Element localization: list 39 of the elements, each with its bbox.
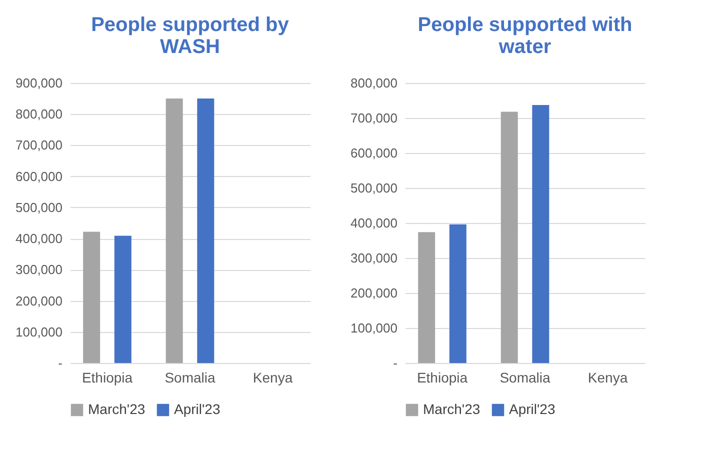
chart-title: People supported with water [418, 14, 632, 58]
y-tick-label: - [58, 356, 62, 370]
y-tick-label: 300,000 [350, 250, 398, 266]
y-tick-label: 500,000 [16, 200, 62, 215]
y-tick-label: - [393, 356, 398, 370]
y-tick-label: 500,000 [350, 180, 398, 196]
legend-label: April'23 [509, 401, 556, 417]
x-tick-label: Somalia [164, 370, 216, 386]
legend-label: April'23 [174, 401, 220, 417]
x-tick-label: Somalia [500, 370, 550, 386]
y-tick-label: 800,000 [16, 106, 62, 122]
legend-label: March'23 [423, 401, 480, 417]
y-tick-label: 800,000 [350, 76, 398, 90]
bar [114, 236, 132, 363]
y-tick-label: 700,000 [350, 110, 398, 126]
x-tick-label: Ethiopia [82, 370, 133, 386]
bar [500, 112, 518, 363]
chart-title: People supported by WASH [91, 14, 290, 58]
y-tick-label: 400,000 [350, 216, 398, 230]
y-tick-label: 300,000 [16, 262, 62, 278]
bar [532, 105, 550, 363]
y-tick-label: 200,000 [16, 293, 62, 308]
bar [83, 232, 100, 363]
y-tick-label: 600,000 [350, 146, 398, 160]
x-tick-label: Kenya [252, 370, 293, 386]
y-tick-label: 100,000 [16, 324, 62, 340]
legend-label: March'23 [88, 401, 146, 417]
y-tick-label: 200,000 [350, 286, 398, 300]
y-tick-label: 400,000 [16, 231, 62, 246]
bar [449, 224, 466, 363]
bar [418, 232, 436, 363]
y-tick-label: 600,000 [16, 168, 62, 184]
bar [166, 98, 183, 363]
x-tick-label: Ethiopia [416, 370, 468, 386]
x-tick-label: Kenya [588, 370, 628, 386]
y-tick-label: 100,000 [350, 320, 398, 336]
y-tick-label: 700,000 [16, 138, 62, 153]
bar [197, 98, 214, 363]
y-tick-label: 900,000 [16, 76, 62, 90]
